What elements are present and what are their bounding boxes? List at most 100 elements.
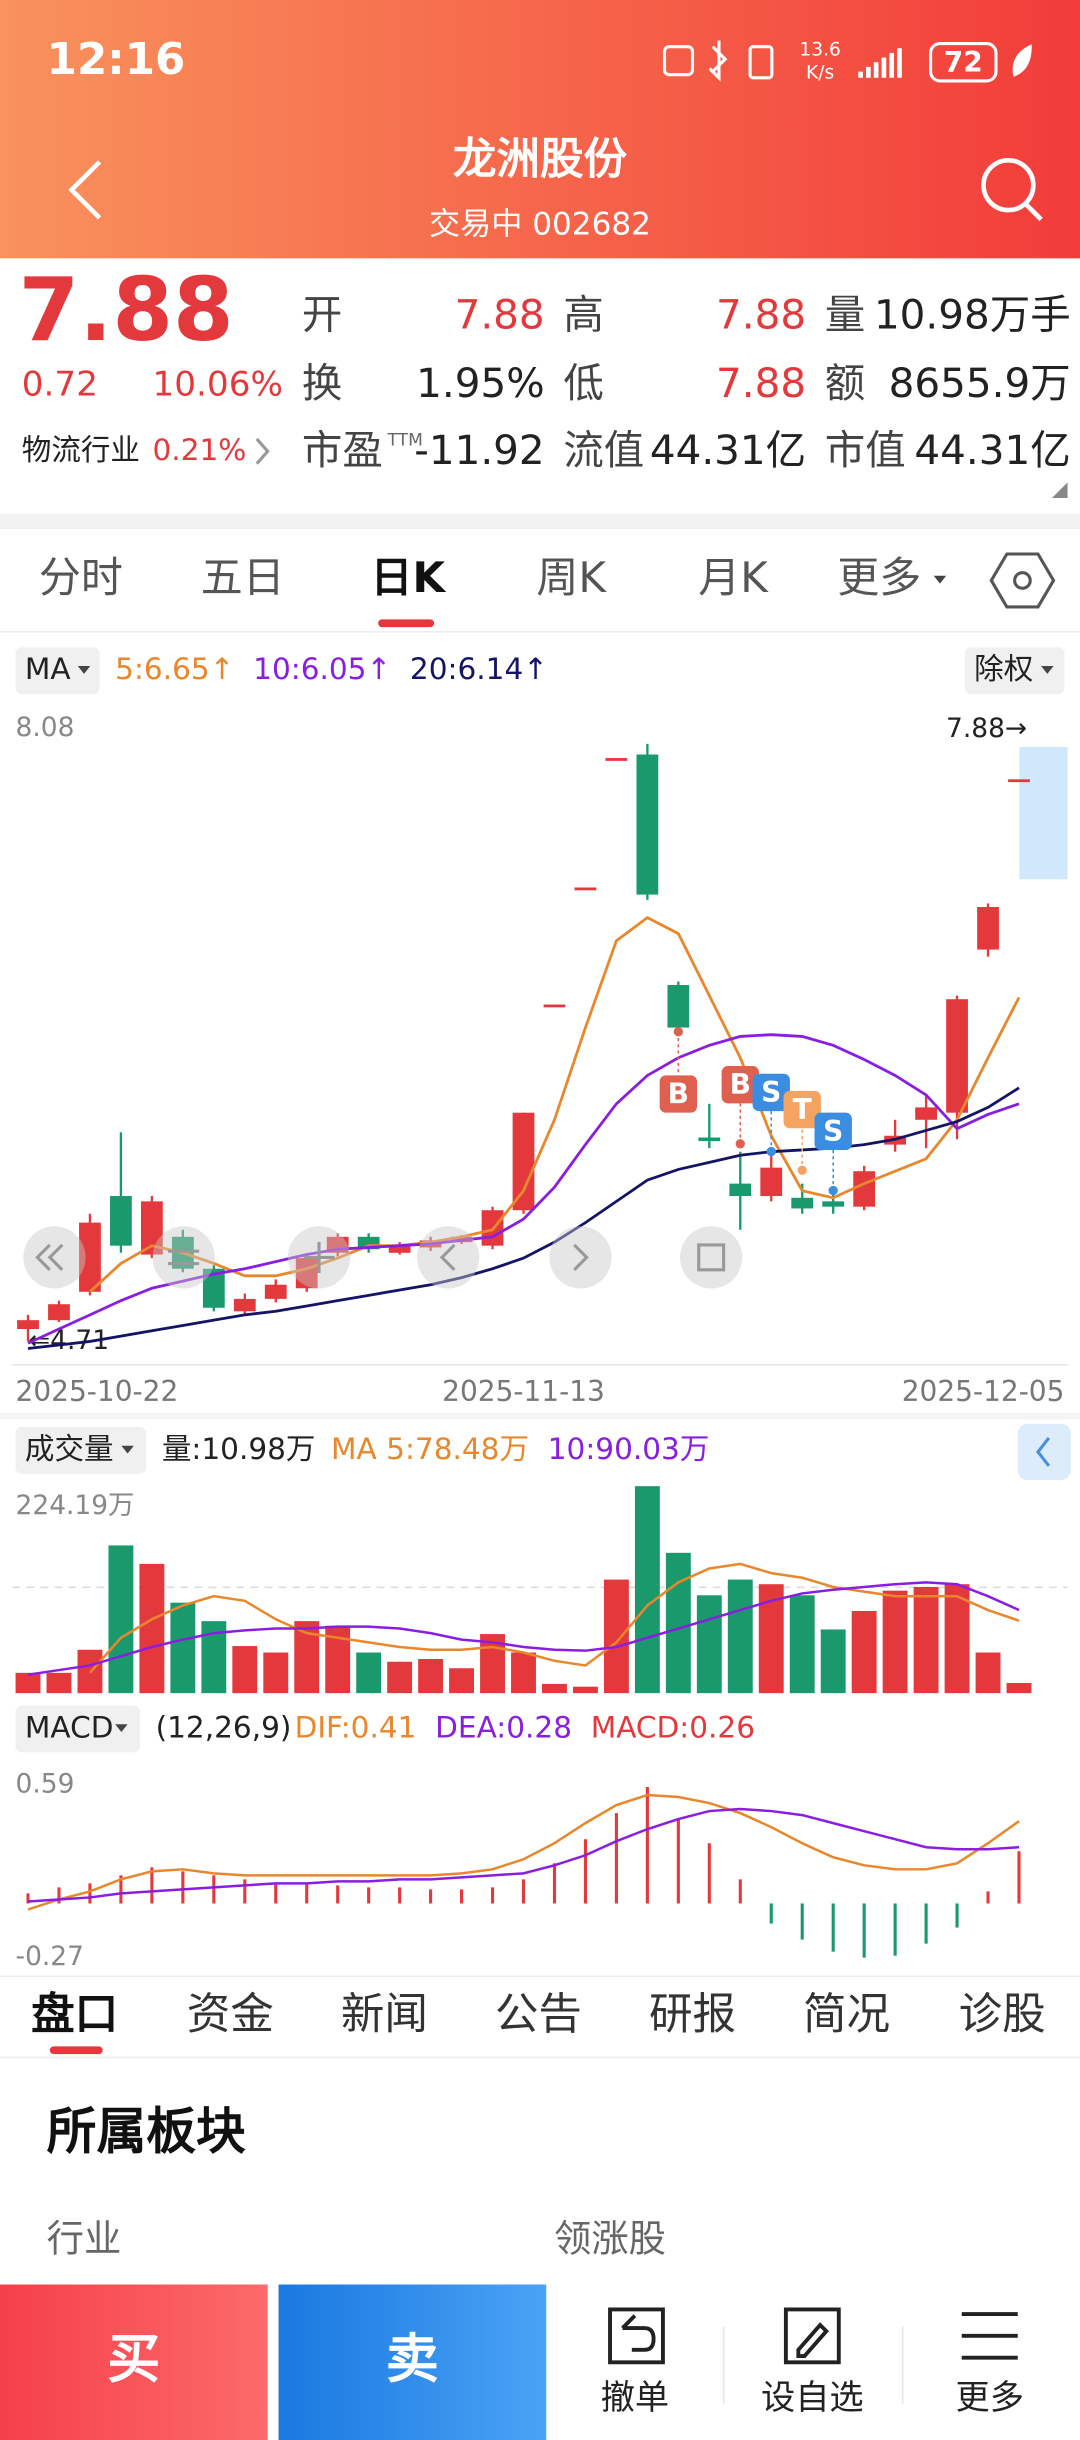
footer-action[interactable]: 设自选 bbox=[761, 2378, 864, 2418]
chart-nav-icon bbox=[35, 1243, 64, 1271]
buy-label[interactable]: 买 bbox=[107, 2329, 160, 2390]
volume-bar bbox=[820, 1629, 846, 1694]
field-value: 1.95% bbox=[416, 359, 545, 407]
field-value: 7.88 bbox=[716, 290, 806, 338]
chart-nav-icon bbox=[439, 1243, 456, 1271]
buy-button[interactable] bbox=[0, 2284, 268, 2440]
macd-line bbox=[27, 1793, 1020, 1911]
candle-body bbox=[512, 1112, 535, 1211]
footer-action[interactable]: 撤单 bbox=[601, 2378, 669, 2418]
y-tick-label: 224.19万 bbox=[16, 1490, 135, 1521]
candle-body bbox=[822, 1201, 845, 1207]
x-tick-label: 2025-10-22 bbox=[16, 1375, 179, 1408]
field-label-sup: TTM bbox=[386, 430, 422, 450]
dropdown-arrow bbox=[933, 575, 947, 584]
detail-tab[interactable]: 简况 bbox=[803, 1990, 890, 2040]
field-label: 低 bbox=[563, 359, 603, 407]
period-tab[interactable]: 月K bbox=[698, 553, 769, 602]
volume-bar bbox=[387, 1661, 413, 1694]
volume-bar bbox=[263, 1652, 289, 1694]
ma-legend: 10:6.05↑ bbox=[253, 652, 391, 686]
macd-button: MACD bbox=[25, 1710, 114, 1744]
chart-nav-icon bbox=[303, 1241, 335, 1273]
volume-bar bbox=[727, 1579, 753, 1694]
volume-button: 成交量 bbox=[25, 1432, 114, 1466]
period-tab[interactable]: 分时 bbox=[39, 553, 123, 602]
volume-bar bbox=[944, 1584, 970, 1694]
ma-line bbox=[89, 915, 1021, 1293]
chart-nav-button[interactable] bbox=[152, 1226, 215, 1289]
volume-bar bbox=[170, 1602, 196, 1694]
signal-badge bbox=[814, 1112, 852, 1151]
y-tick-label: 8.08 bbox=[16, 712, 75, 743]
detail-tab[interactable]: 研报 bbox=[649, 1990, 736, 2040]
net-speed: 13.6 bbox=[799, 39, 841, 60]
chart-nav-button[interactable] bbox=[23, 1226, 86, 1289]
divider bbox=[0, 1413, 1080, 1420]
macd-legend: MACD:0.26 bbox=[591, 1710, 755, 1744]
detail-tab[interactable]: 资金 bbox=[187, 1990, 274, 2040]
clock: 12:16 bbox=[47, 35, 186, 85]
detail-tab[interactable]: 公告 bbox=[495, 1990, 582, 2040]
period-tab[interactable]: 周K bbox=[536, 553, 607, 602]
signal-dot bbox=[828, 1185, 838, 1196]
settings-button[interactable] bbox=[989, 552, 1056, 609]
sell-button[interactable] bbox=[278, 2284, 547, 2440]
volume-button-bg[interactable] bbox=[15, 1427, 147, 1474]
volume-bar bbox=[15, 1672, 41, 1694]
field-label: 换 bbox=[302, 359, 342, 407]
period-tab[interactable]: 日K bbox=[370, 553, 446, 602]
chevron bbox=[255, 437, 270, 465]
volume-bar bbox=[789, 1595, 815, 1694]
field-value: 7.88 bbox=[716, 359, 806, 407]
macd-line bbox=[27, 1807, 1020, 1903]
ma-button-bg[interactable] bbox=[15, 647, 100, 695]
ma-line bbox=[27, 1086, 1020, 1350]
adjust-button-bg[interactable] bbox=[964, 647, 1065, 695]
detail-tab[interactable]: 诊股 bbox=[959, 1990, 1046, 2040]
candle-body bbox=[636, 754, 659, 895]
price-change: 0.72 bbox=[22, 364, 98, 404]
chart-nav-button[interactable] bbox=[417, 1226, 480, 1289]
y-tick-label: -0.27 bbox=[16, 1941, 84, 1972]
detail-tab[interactable]: 盘口 bbox=[31, 1990, 118, 2040]
collapse-tab[interactable] bbox=[1017, 1423, 1071, 1480]
macd-params: (12,26,9) bbox=[156, 1710, 292, 1744]
field-value: 44.31亿 bbox=[650, 426, 806, 474]
candle-body bbox=[17, 1320, 39, 1330]
search-button[interactable] bbox=[981, 157, 1043, 222]
field-value: 44.31亿 bbox=[914, 426, 1070, 474]
sell-label[interactable]: 卖 bbox=[386, 2329, 439, 2390]
volume-bar bbox=[542, 1683, 567, 1694]
adjust-button: 除权 bbox=[974, 652, 1033, 686]
footer-action[interactable]: 更多 bbox=[956, 2378, 1024, 2418]
field-label: 市盈 bbox=[302, 426, 383, 474]
detail-tab[interactable]: 新闻 bbox=[341, 1990, 428, 2040]
macd-button-bg[interactable] bbox=[15, 1705, 141, 1753]
period-tab[interactable]: 更多 bbox=[837, 553, 921, 602]
field-value: 10.98万手 bbox=[874, 290, 1071, 338]
volume-bar bbox=[696, 1595, 722, 1694]
field-label: 开 bbox=[302, 290, 342, 338]
volume-bar bbox=[139, 1563, 165, 1694]
chart-nav-button[interactable] bbox=[680, 1226, 743, 1289]
back-button[interactable] bbox=[68, 160, 102, 220]
volume-bar bbox=[913, 1586, 939, 1694]
chart-nav-icon bbox=[573, 1243, 589, 1271]
footer-icons bbox=[608, 2307, 1018, 2365]
dropdown-arrow bbox=[1041, 666, 1054, 674]
volume-bar bbox=[634, 1486, 660, 1694]
volume-bar bbox=[232, 1646, 258, 1694]
candle-body bbox=[946, 999, 968, 1113]
period-tab[interactable]: 五日 bbox=[201, 553, 285, 602]
volume-bar bbox=[572, 1686, 598, 1694]
field-value: -11.92 bbox=[414, 426, 544, 474]
dropdown-arrow bbox=[77, 666, 91, 674]
field-value: 7.88 bbox=[455, 290, 545, 338]
volume-legend: 量:10.98万 bbox=[162, 1432, 316, 1466]
chart-nav-button[interactable] bbox=[549, 1226, 612, 1289]
ma-legend: 20:6.14↑ bbox=[410, 652, 548, 686]
candle-body bbox=[202, 1268, 225, 1308]
candle-body bbox=[543, 1004, 566, 1008]
